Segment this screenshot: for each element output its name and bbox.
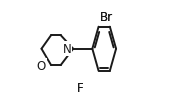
Text: F: F [77,82,84,95]
Text: F: F [77,82,84,95]
Text: Br: Br [100,11,113,24]
Text: O: O [37,59,46,72]
Text: Br: Br [100,11,113,24]
Text: N: N [63,43,71,56]
